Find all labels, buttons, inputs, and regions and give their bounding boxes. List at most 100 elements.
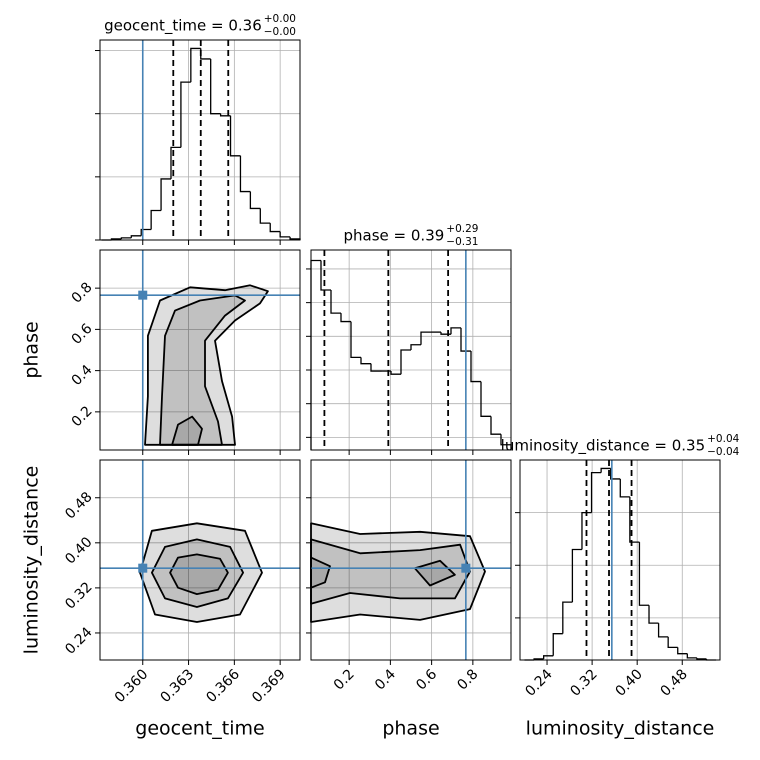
hist-bin [320,260,331,291]
truth-marker [138,563,148,573]
contour [169,553,229,595]
hist-bin [180,81,191,148]
hist-bin [490,416,501,435]
hist-bin [696,657,707,660]
hist-bin [400,349,411,375]
hist-bin [229,115,241,157]
hist-bin [360,357,371,365]
hist-bin [590,471,602,513]
hist-bin [259,208,271,224]
hist-bin [543,655,554,659]
contour [144,284,269,446]
hist-bin [470,351,481,383]
hist-bin [686,653,697,659]
hist-bin [120,237,132,239]
x-axis-label: geocent_time [135,718,264,740]
panel-title: geocent_time = 0.36 [104,17,262,36]
hist-bin [460,327,471,352]
hist-bin [581,511,592,550]
title-lower: −0.04 [707,446,739,458]
contour [159,294,246,446]
hist-bin [350,321,361,359]
contour [310,538,471,605]
hist-bin [150,209,162,230]
hist-bin [210,58,221,115]
x-tick-label: 0.366 [203,666,243,706]
panel-frame [519,459,721,661]
contour [150,538,245,608]
panel-frame [310,459,512,661]
panel-frame [99,39,301,241]
y-tick-label: 0.2 [69,403,96,430]
hist-bin [160,178,171,211]
contour [171,415,203,446]
hist-bin [410,344,421,350]
hist-bin [480,381,491,417]
hist-bin [249,191,261,210]
y-tick-label: 0.32 [62,579,95,612]
hist-bin [190,47,201,83]
x-tick-label: 0.369 [249,666,289,706]
title-upper: +0.29 [446,223,478,235]
y-tick-label: 0.40 [62,534,95,567]
hist-bin [330,290,341,314]
y-axis-label: luminosity_distance [21,466,43,655]
panel-frame [310,249,512,451]
hist-bin [340,313,351,323]
hist-bin [657,623,669,638]
hist-bin [638,542,650,606]
hist-bin [420,331,431,345]
hist-bin [140,228,152,236]
hist-bin [390,371,401,375]
panel-frame [99,459,301,661]
panel-title: phase = 0.39 [344,227,445,245]
x-tick-label: 0.363 [158,666,198,706]
hist-bin [648,605,659,624]
y-tick-label: 0.8 [69,279,96,306]
y-axis-label: phase [21,321,43,378]
y-tick-label: 0.6 [69,321,96,348]
hist-bin [552,633,563,656]
x-tick-label: 0.48 [658,666,691,699]
panel-frame [99,249,301,451]
hist-bin [677,647,688,655]
panel-title: luminosity_distance = 0.35 [501,437,705,456]
x-tick-label: 0.2 [331,666,358,693]
hist-bin [440,332,451,335]
contour [413,559,456,587]
x-tick-label: 0.32 [567,666,600,699]
title-upper: +0.00 [264,13,296,25]
hist-bin [562,601,573,634]
truth-marker [138,290,148,300]
title-lower: −0.00 [264,26,296,38]
hist-bin [239,155,251,193]
hist-bin [200,48,211,60]
hist-bin [667,636,678,649]
hist-bin [571,548,582,603]
title-upper: +0.04 [707,433,739,445]
x-tick-label: 0.360 [112,666,152,706]
hist-bin [629,496,640,543]
hist-bin [600,467,611,473]
hist-bin [450,327,461,335]
x-tick-label: 0.40 [612,666,645,699]
x-tick-label: 0.8 [454,666,481,693]
x-axis-label: phase [382,718,439,740]
hist-bin [610,468,621,480]
hist-bin [619,478,630,498]
hist-bin [269,223,281,233]
hist-bin [310,259,321,450]
hist-bin [130,235,142,238]
hist-bin [370,363,381,372]
hist-bin [219,113,231,117]
title-lower: −0.31 [446,236,478,248]
y-tick-label: 0.48 [62,489,95,522]
x-tick-label: 0.4 [372,666,399,693]
truth-marker [461,563,471,573]
x-axis-label: luminosity_distance [526,718,715,740]
hist-bin [279,231,291,238]
hist-bin [170,146,181,179]
x-tick-label: 0.24 [522,666,555,699]
y-tick-label: 0.24 [62,624,95,657]
